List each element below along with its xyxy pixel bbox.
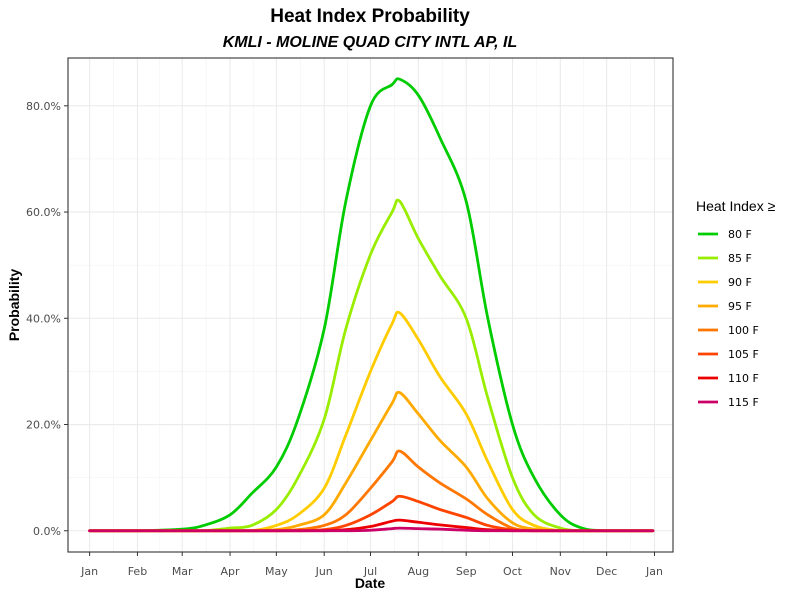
x-tick-label: Jan xyxy=(80,565,98,578)
y-tick-label: 80.0% xyxy=(26,100,61,113)
y-tick-label: 40.0% xyxy=(26,312,61,325)
x-tick-label: Feb xyxy=(128,565,147,578)
series-lines xyxy=(88,77,655,533)
x-tick-label: Jan xyxy=(645,565,663,578)
x-tick-label: Sep xyxy=(456,565,477,578)
axes: Jan Feb Mar Apr May Jun Jul Aug Sep Oct Nov Dec Jan 0… xyxy=(26,100,663,578)
x-tick-label: Oct xyxy=(503,565,523,578)
x-tick-label: Mar xyxy=(172,565,193,578)
series-line-90f xyxy=(88,310,655,533)
series-line-80f xyxy=(88,77,655,533)
series-line-85f xyxy=(88,198,655,533)
y-tick-label: 20.0% xyxy=(26,419,61,432)
x-tick-label: Apr xyxy=(221,565,241,578)
legend-label: 85 F xyxy=(728,252,752,265)
y-tick-label: 60.0% xyxy=(26,206,61,219)
x-tick-label: Jul xyxy=(363,565,377,578)
legend-title: Heat Index ≥ xyxy=(696,198,776,214)
legend-label: 95 F xyxy=(728,300,752,313)
chart-subtitle: KMLI - MOLINE QUAD CITY INTL AP, IL xyxy=(223,34,518,51)
y-axis-title: Probability xyxy=(6,269,22,342)
x-tick-label: Jun xyxy=(315,565,333,578)
chart-title: Heat Index Probability xyxy=(270,6,470,27)
series-line-95f xyxy=(88,390,655,533)
x-tick-label: Aug xyxy=(408,565,429,578)
x-tick-label: Nov xyxy=(550,565,572,578)
x-axis-title: Date xyxy=(355,575,386,591)
legend-label: 105 F xyxy=(728,348,759,361)
legend-label: 100 F xyxy=(728,324,759,337)
series-line-100f xyxy=(88,449,655,533)
grid xyxy=(68,58,673,552)
y-tick-label: 0.0% xyxy=(33,525,61,538)
legend-label: 90 F xyxy=(728,276,752,289)
x-tick-label: May xyxy=(265,565,288,578)
x-tick-label: Dec xyxy=(596,565,617,578)
legend-label: 115 F xyxy=(728,396,759,409)
legend-label: 80 F xyxy=(728,228,752,241)
legend-label: 110 F xyxy=(728,372,759,385)
legend: Heat Index ≥ 80 F 85 F 90 F 95 F 100 F 105 F 1… xyxy=(696,198,776,409)
series-line-115f xyxy=(88,526,655,533)
